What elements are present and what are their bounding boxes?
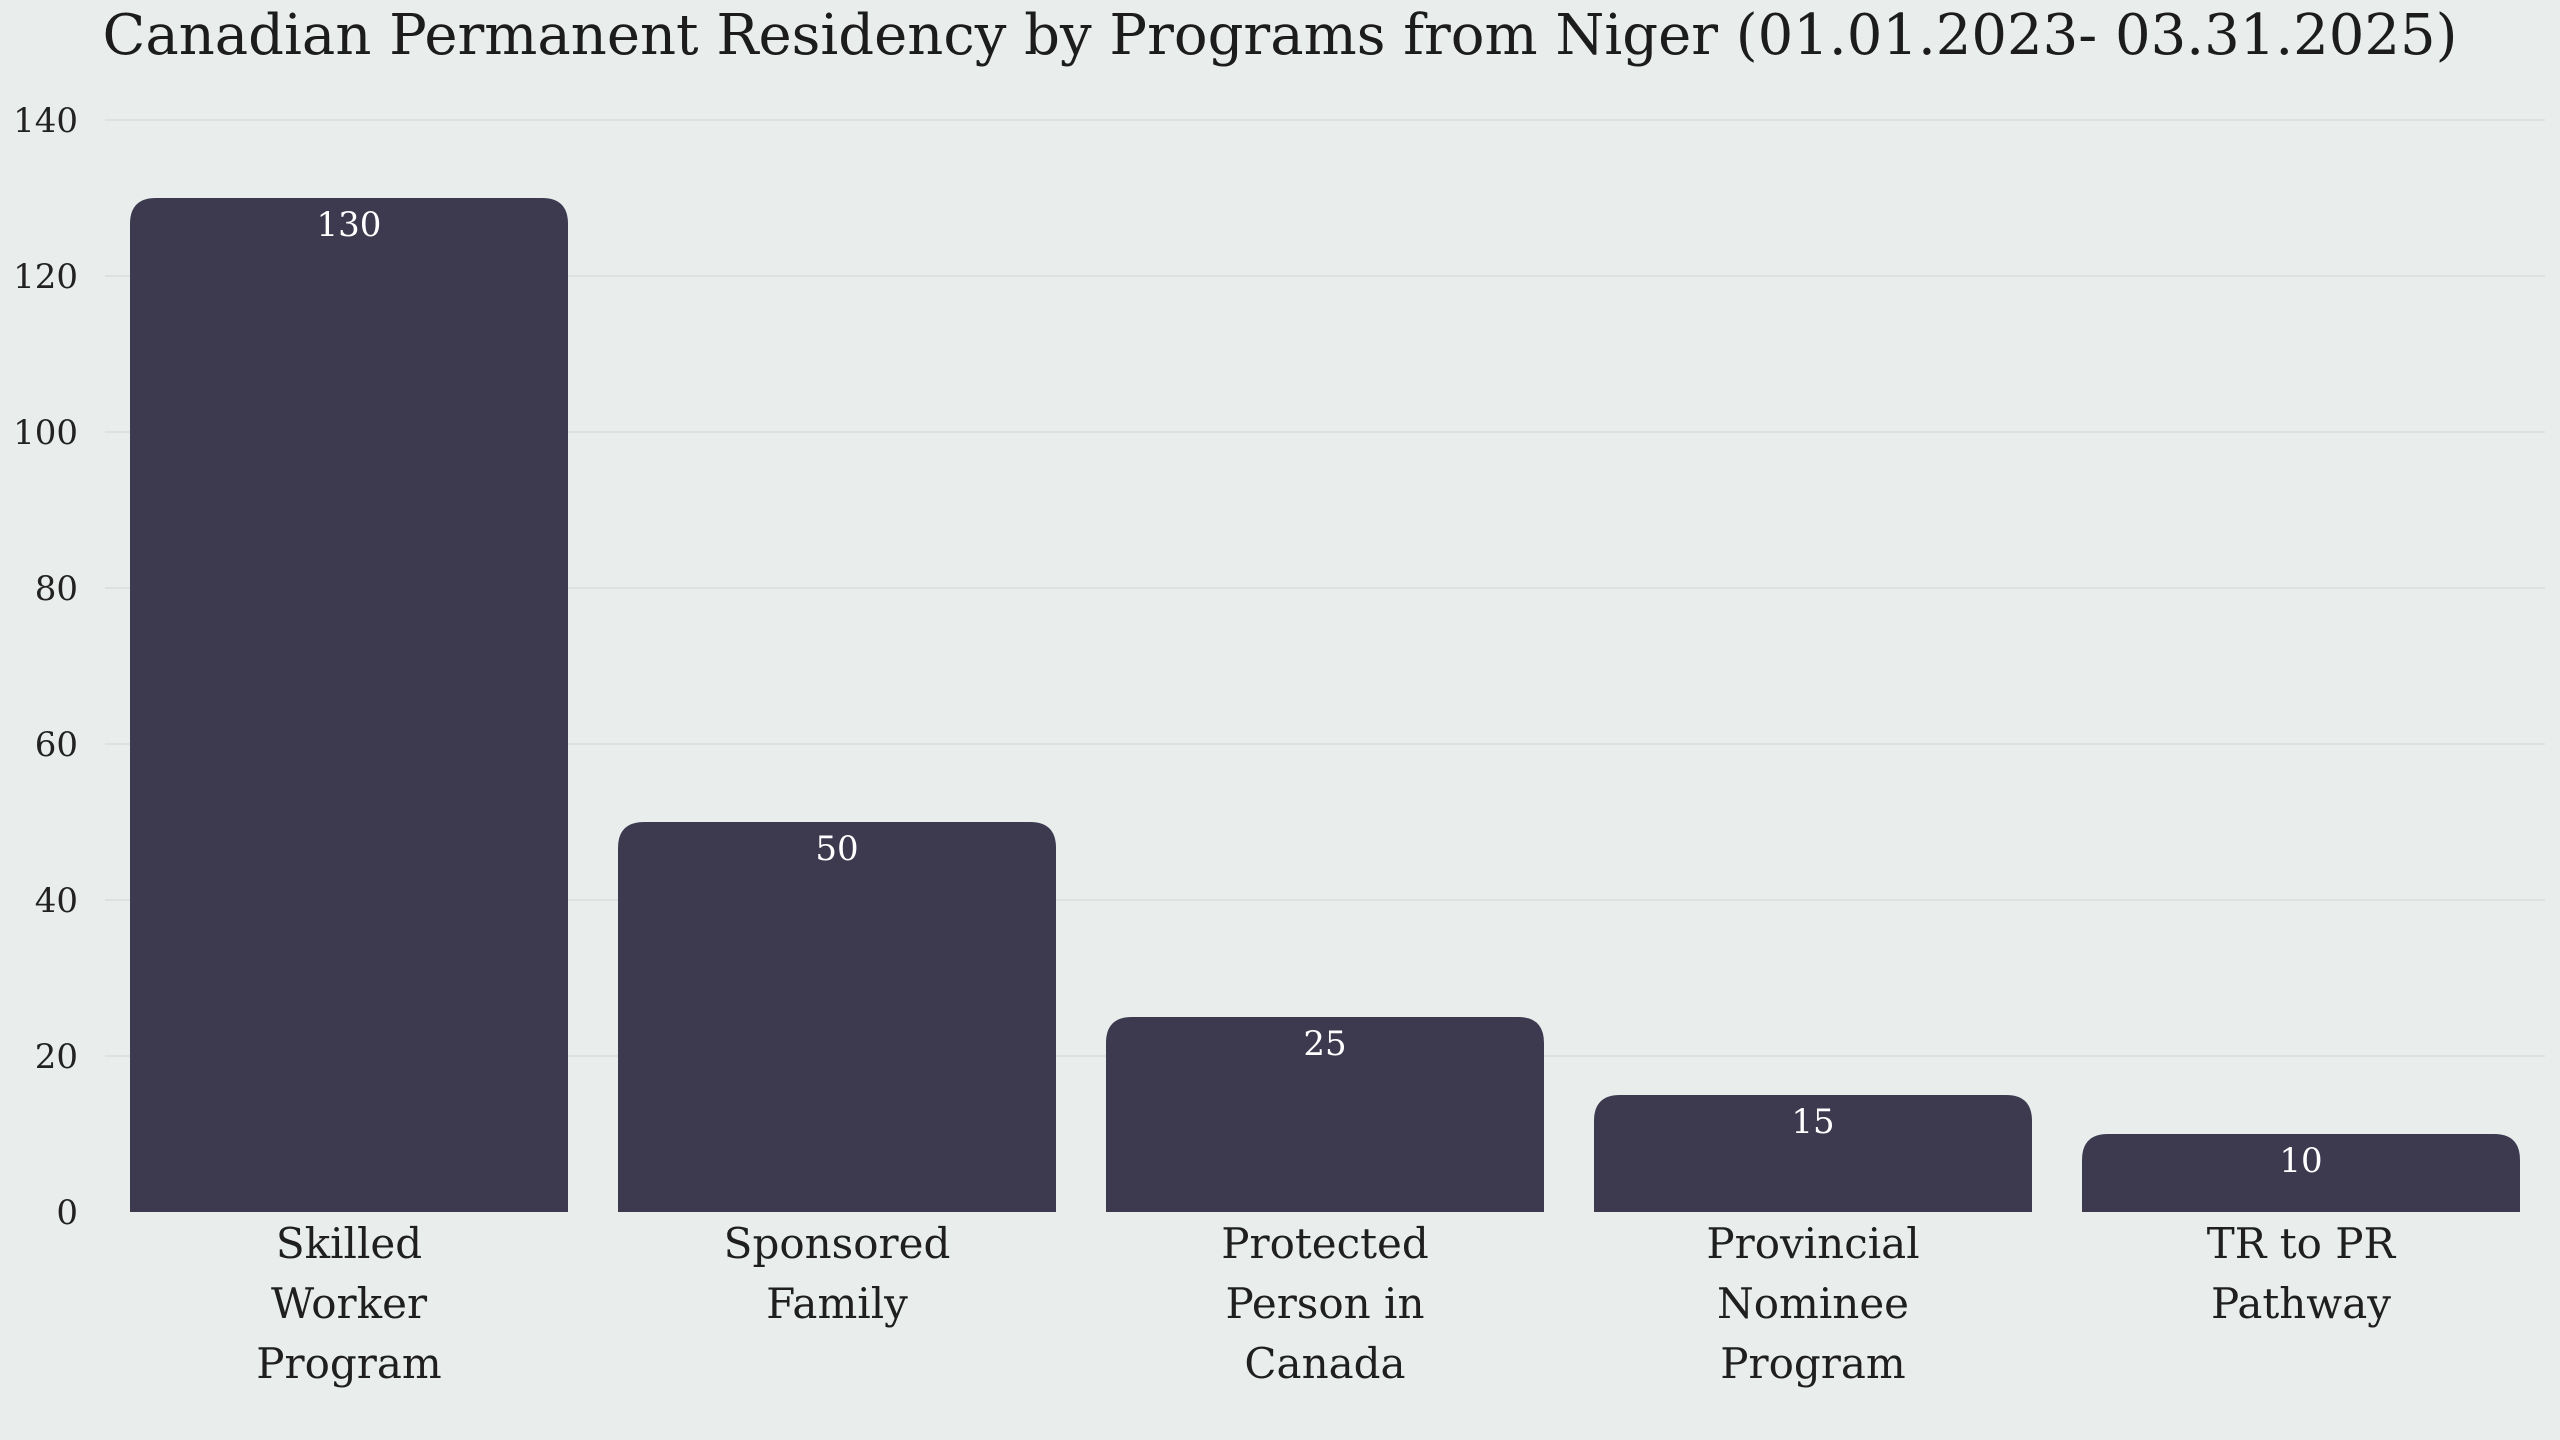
y-tick-label: 40 xyxy=(35,881,78,921)
y-tick-label: 140 xyxy=(13,101,78,141)
bars xyxy=(130,198,2520,1212)
chart-title: Canadian Permanent Residency by Programs… xyxy=(102,3,2458,68)
bar-value-label: 50 xyxy=(815,829,858,869)
bar-value-label: 10 xyxy=(2279,1141,2322,1181)
value-labels: 130 50 25 15 10 xyxy=(317,205,2323,1181)
bar xyxy=(1594,1095,2032,1212)
bar-value-label: 25 xyxy=(1303,1024,1346,1064)
y-tick-label: 80 xyxy=(35,569,78,609)
y-tick-label: 120 xyxy=(13,257,78,297)
y-axis-ticks: 0 20 40 60 80 100 120 140 xyxy=(13,101,78,1233)
x-category-label: Provincial Nominee Program xyxy=(1706,1219,1919,1388)
x-category-label: Skilled Worker Program xyxy=(256,1219,441,1388)
y-tick-label: 60 xyxy=(35,725,78,765)
x-category-label: Protected Person in Canada xyxy=(1221,1219,1429,1388)
category-labels: Skilled Worker Program Sponsored Family Prote… xyxy=(256,1219,2396,1388)
bar xyxy=(2082,1134,2520,1212)
x-category-label: TR to PR Pathway xyxy=(2207,1219,2397,1328)
bar xyxy=(130,198,568,1212)
bar xyxy=(618,822,1056,1212)
bar-value-label: 130 xyxy=(317,205,382,245)
bar xyxy=(1106,1017,1544,1212)
y-tick-label: 20 xyxy=(35,1037,78,1077)
y-tick-label: 100 xyxy=(13,413,78,453)
x-category-label: Sponsored Family xyxy=(724,1219,951,1328)
y-tick-label: 0 xyxy=(56,1193,78,1233)
bar-value-label: 15 xyxy=(1791,1102,1834,1142)
